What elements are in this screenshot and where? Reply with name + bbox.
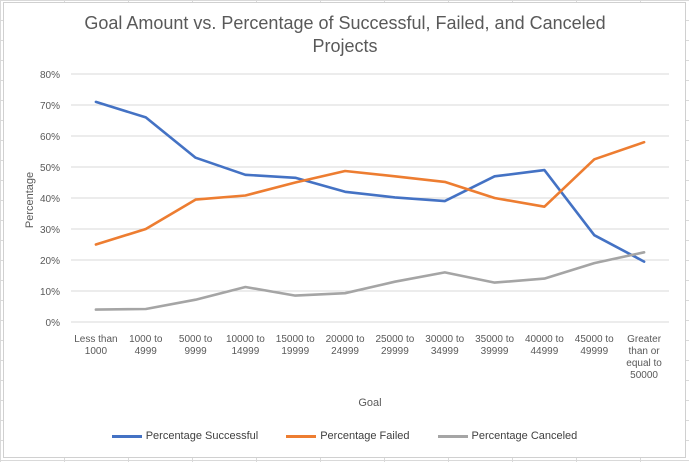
x-tick-label: 5000 to 9999 xyxy=(179,334,213,357)
x-tick-label: 30000 to 34999 xyxy=(425,334,464,357)
x-tick-label: 10000 to 14999 xyxy=(226,334,265,357)
x-tick-label: 1000 to 4999 xyxy=(129,334,163,357)
x-axis-label: Goal xyxy=(358,397,381,409)
x-tick-labels: Less than 1000 1000 to 4999 5000 to 9999 10000… xyxy=(74,334,662,381)
x-tick-label: 25000 to 29999 xyxy=(375,334,414,357)
y-tick-label: 70% xyxy=(40,101,60,112)
legend-label: Percentage Successful xyxy=(145,430,259,442)
x-tick-label: 15000 to 19999 xyxy=(276,334,315,357)
y-tick-label: 30% xyxy=(40,225,60,236)
legend-swatch xyxy=(111,434,142,438)
y-tick-label: 50% xyxy=(40,163,60,174)
y-tick-label: 10% xyxy=(40,287,60,298)
series-line-percentage-successful[interactable] xyxy=(94,100,646,263)
legend-item[interactable]: Percentage Canceled xyxy=(437,428,578,444)
y-tick-labels: 0% 10% 20% 30% 40% 50% 60% 70% 80% xyxy=(40,70,60,329)
legend-swatch xyxy=(286,434,317,438)
legend-swatch xyxy=(437,434,468,438)
x-tick-label: 35000 to 39999 xyxy=(475,334,514,357)
legend-label: Percentage Canceled xyxy=(471,430,578,442)
series-line-percentage-canceled[interactable] xyxy=(94,251,646,311)
legend-item[interactable]: Percentage Successful xyxy=(111,428,259,444)
y-tick-label: 80% xyxy=(40,70,60,81)
x-tick-label: Less than 1000 xyxy=(74,334,117,357)
x-tick-label: 20000 to 24999 xyxy=(326,334,365,357)
series-lines xyxy=(94,100,646,311)
x-tick-label: 40000 to 44999 xyxy=(525,334,564,357)
gridlines xyxy=(71,73,669,323)
legend-label: Percentage Failed xyxy=(320,430,410,442)
y-tick-label: 40% xyxy=(40,194,60,205)
legend-item[interactable]: Percentage Failed xyxy=(286,428,410,444)
legend: Percentage Successful Percentage Failed Pe… xyxy=(0,428,689,444)
chart-area[interactable] xyxy=(3,2,686,458)
x-tick-label: 45000 to 49999 xyxy=(575,334,614,357)
y-tick-label: 0% xyxy=(46,318,61,329)
y-axis-label: Percentage xyxy=(24,172,36,228)
y-tick-label: 60% xyxy=(40,132,60,143)
y-tick-label: 20% xyxy=(40,256,60,267)
series-line-percentage-failed[interactable] xyxy=(94,140,646,246)
x-tick-label: Greater than or equal to 50000 xyxy=(626,334,662,381)
chart-title: Goal Amount vs. Percentage of Successful… xyxy=(84,13,606,56)
